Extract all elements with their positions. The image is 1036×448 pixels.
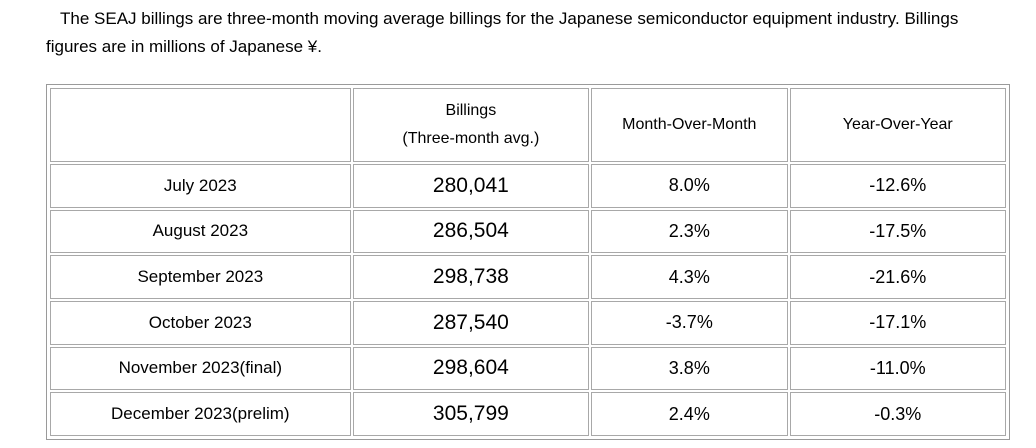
cell-yoy: -12.6% [789,164,1006,208]
cell-yoy: -11.0% [789,346,1006,391]
header-period [50,88,351,162]
cell-yoy: -17.5% [789,209,1006,254]
intro-text: The SEAJ billings are three-month moving… [46,9,959,56]
header-mom: Month-Over-Month [591,88,788,162]
cell-yoy: -17.1% [789,300,1006,345]
cell-billings: 280,041 [352,164,590,208]
cell-period: October 2023 [50,300,351,345]
cell-period: November 2023(final) [50,346,351,391]
cell-billings: 287,540 [352,300,590,345]
cell-billings: 298,738 [352,255,590,299]
cell-mom: 2.4% [591,392,788,436]
billings-table: Billings (Three-month avg.) Month-Over-M… [48,86,1008,438]
cell-mom: -3.7% [591,300,788,345]
cell-billings: 286,504 [352,209,590,254]
cell-yoy: -21.6% [789,255,1006,299]
cell-period: August 2023 [50,209,351,254]
cell-mom: 8.0% [591,164,788,208]
table-row: July 2023 280,041 8.0% -12.6% [50,164,1006,208]
table-row: September 2023 298,738 4.3% -21.6% [50,255,1006,299]
table-row: October 2023 287,540 -3.7% -17.1% [50,300,1006,345]
cell-yoy: -0.3% [789,392,1006,436]
table-header-row: Billings (Three-month avg.) Month-Over-M… [50,88,1006,162]
table-row: December 2023(prelim) 305,799 2.4% -0.3% [50,392,1006,436]
billings-table-container: Billings (Three-month avg.) Month-Over-M… [46,84,1010,440]
header-billings-subtitle: (Three-month avg.) [402,130,540,147]
cell-mom: 2.3% [591,209,788,254]
cell-mom: 4.3% [591,255,788,299]
header-billings: Billings (Three-month avg.) [352,88,590,162]
header-billings-title: Billings [445,102,497,119]
cell-period: December 2023(prelim) [50,392,351,436]
header-yoy: Year-Over-Year [789,88,1006,162]
table-row: November 2023(final) 298,604 3.8% -11.0% [50,346,1006,391]
cell-period: July 2023 [50,164,351,208]
cell-mom: 3.8% [591,346,788,391]
cell-period: September 2023 [50,255,351,299]
table-row: August 2023 286,504 2.3% -17.5% [50,209,1006,254]
cell-billings: 305,799 [352,392,590,436]
cell-billings: 298,604 [352,346,590,391]
